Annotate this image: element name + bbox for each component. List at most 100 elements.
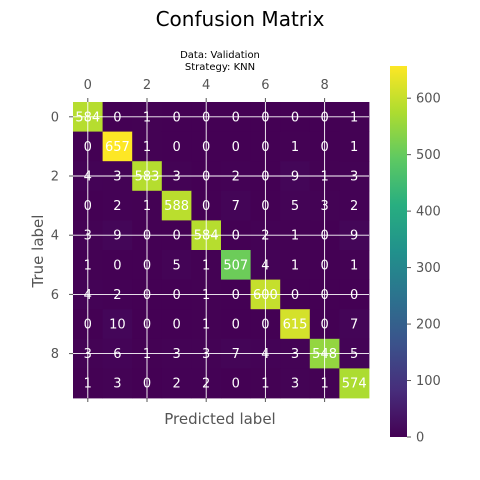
cell-value-9-5: 0 (232, 377, 240, 392)
cell-value-7-5: 0 (232, 318, 240, 333)
x-tick-label-0: 0 (84, 78, 92, 93)
y-tick-label-2: 2 (51, 170, 59, 185)
cell-value-1-6: 0 (261, 140, 269, 155)
cell-value-7-2: 0 (143, 318, 151, 333)
cell-value-4-2: 0 (143, 229, 151, 244)
heatmap-cell-9-5 (221, 368, 251, 399)
colorbar-tick-label-600: 600 (416, 92, 441, 107)
cell-value-1-8: 0 (320, 140, 328, 155)
colorbar (390, 66, 407, 437)
cell-value-5-4: 1 (202, 258, 210, 273)
cell-value-1-4: 0 (202, 140, 210, 155)
colorbar-tick-label-100: 100 (416, 374, 441, 389)
cell-value-2-0: 4 (84, 170, 92, 185)
grid-lines (73, 102, 369, 398)
cell-value-4-8: 0 (320, 229, 328, 244)
cell-value-3-4: 0 (202, 199, 210, 214)
cell-labels: 584 0 1 0 0 0 0 0 0 10 657 1 0 0 0 0 1 0 14 3 583 3 0 2 0 9 1 30 2 1 5… (75, 110, 366, 391)
cell-value-4-1: 9 (113, 229, 121, 244)
y-axis-label: True label (29, 215, 47, 289)
heatmap-cell-1-3 (161, 131, 192, 162)
chart-title: Confusion Matrix (156, 7, 325, 31)
cell-value-3-3: 588 (164, 199, 189, 214)
cell-value-4-4: 584 (194, 229, 219, 244)
cell-value-7-6: 0 (261, 318, 269, 333)
cell-value-6-6: 600 (253, 288, 278, 303)
cell-value-8-7: 3 (291, 347, 299, 362)
cell-value-2-6: 0 (261, 170, 269, 185)
heatmap-cell-3-1 (102, 190, 133, 221)
x-tick-label-8: 8 (320, 78, 328, 93)
y-tick-label-6: 6 (51, 288, 59, 303)
cell-value-8-6: 4 (261, 347, 269, 362)
colorbar-tick-label-300: 300 (416, 261, 441, 276)
cell-value-6-1: 2 (113, 288, 121, 303)
cell-value-6-0: 4 (84, 288, 92, 303)
cell-value-8-2: 1 (143, 347, 151, 362)
cell-value-7-0: 0 (84, 318, 92, 333)
cell-value-4-5: 0 (232, 229, 240, 244)
heatmap-cell-9-9 (339, 368, 370, 399)
cell-value-9-2: 0 (143, 377, 151, 392)
cell-value-5-8: 0 (320, 258, 328, 273)
cell-value-8-5: 7 (232, 347, 240, 362)
y-tick-label-0: 0 (51, 110, 59, 125)
cell-value-0-3: 0 (172, 110, 180, 125)
x-axis-label: Predicted label (164, 410, 275, 428)
y-tick-label-4: 4 (51, 229, 59, 244)
cell-value-7-1: 10 (109, 318, 126, 333)
cell-value-1-9: 1 (350, 140, 358, 155)
cell-value-6-5: 0 (232, 288, 240, 303)
cell-value-5-0: 1 (84, 258, 92, 273)
heatmap-cell-3-3 (161, 190, 192, 221)
x-tick-label-6: 6 (261, 78, 269, 93)
cell-value-0-1: 0 (113, 110, 121, 125)
heatmap-cell-9-7 (280, 368, 311, 399)
x-tick-label-4: 4 (202, 78, 210, 93)
cell-value-8-8: 548 (312, 347, 337, 362)
cell-value-9-8: 1 (320, 377, 328, 392)
cell-value-3-5: 7 (232, 199, 240, 214)
cell-value-1-5: 0 (232, 140, 240, 155)
cell-value-2-1: 3 (113, 170, 121, 185)
chart-subtitle-line-1: Data: Validation (180, 50, 260, 61)
cell-value-7-9: 7 (350, 318, 358, 333)
cell-value-9-4: 2 (202, 377, 210, 392)
x-axis-ticks: 0 2 4 6 8 (84, 78, 329, 402)
heatmap-cell-1-5 (221, 131, 251, 162)
cell-value-1-3: 0 (172, 140, 180, 155)
cell-value-2-7: 9 (291, 170, 299, 185)
cell-value-5-9: 1 (350, 258, 358, 273)
cell-value-5-6: 4 (261, 258, 269, 273)
cell-value-5-1: 0 (113, 258, 121, 273)
heatmap-cell-7-7 (280, 309, 311, 340)
heatmap-cell-9-1 (102, 368, 133, 399)
cell-value-4-3: 0 (172, 229, 180, 244)
cell-value-2-2: 583 (135, 170, 160, 185)
cell-value-6-2: 0 (143, 288, 151, 303)
cell-value-1-2: 1 (143, 140, 151, 155)
heatmap-cell-3-9 (339, 190, 370, 221)
cell-value-0-7: 0 (291, 110, 299, 125)
heatmap-cell-1-1 (102, 131, 133, 162)
heatmap-cell-7-9 (339, 309, 370, 340)
x-tick-label-2: 2 (143, 78, 151, 93)
cell-value-8-3: 3 (172, 347, 180, 362)
cell-value-4-9: 9 (350, 229, 358, 244)
cell-value-0-8: 0 (320, 110, 328, 125)
colorbar-tick-label-200: 200 (416, 318, 441, 333)
cell-value-9-7: 3 (291, 377, 299, 392)
cell-value-3-6: 0 (261, 199, 269, 214)
cell-value-8-1: 6 (113, 347, 121, 362)
cell-value-9-6: 1 (261, 377, 269, 392)
cell-value-9-9: 574 (342, 377, 367, 392)
heatmap-cell-5-5 (221, 250, 251, 280)
cell-value-6-8: 0 (320, 288, 328, 303)
cell-value-9-0: 1 (84, 377, 92, 392)
cell-value-7-3: 0 (172, 318, 180, 333)
cell-value-2-3: 3 (172, 170, 180, 185)
heatmap-cell-7-5 (221, 309, 251, 340)
cell-value-1-1: 657 (105, 140, 130, 155)
heatmap-cell-5-7 (280, 250, 311, 280)
